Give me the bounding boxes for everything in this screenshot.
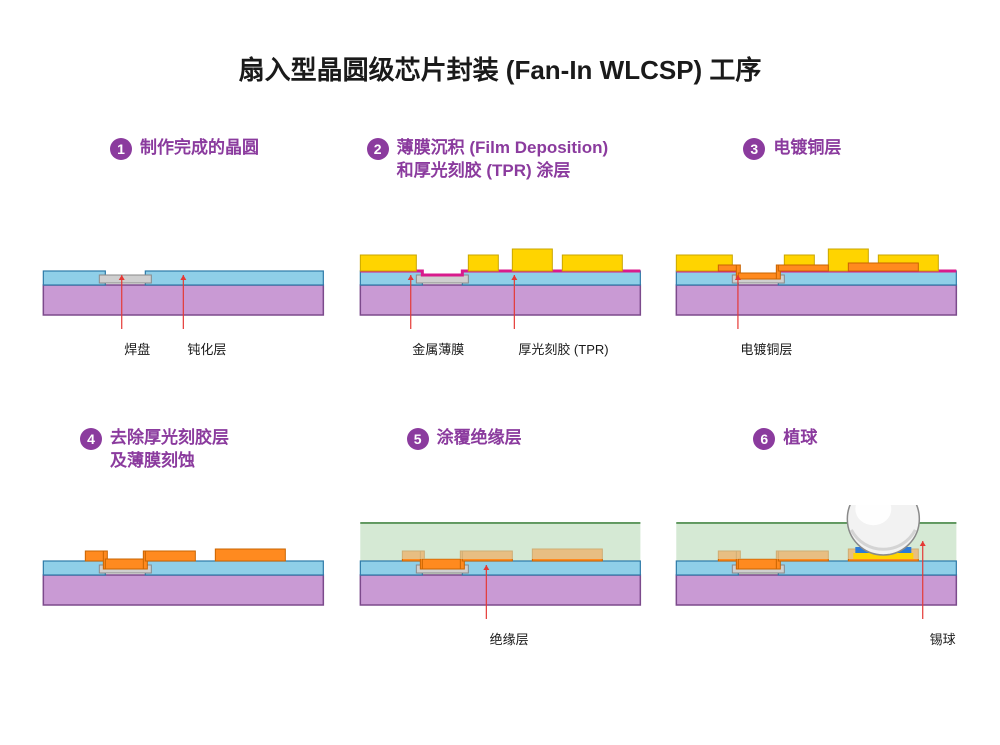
page: 扇入型晶圆级芯片封装 (Fan-In WLCSP) 工序 1 制作完成的晶圆焊盘 钝… bbox=[0, 0, 1000, 745]
step-header: 1 制作完成的晶圆 bbox=[40, 137, 327, 185]
step-diagram bbox=[357, 505, 644, 625]
step-title: 植球 bbox=[783, 427, 817, 450]
callout-row: 金属薄膜 厚光刻胶 (TPR) bbox=[357, 339, 644, 357]
step-diagram bbox=[673, 215, 960, 335]
step-cell: 5 涂覆绝缘层绝缘层 bbox=[357, 427, 644, 647]
step-header: 2 薄膜沉积 (Film Deposition) 和厚光刻胶 (TPR) 涂层 bbox=[357, 137, 644, 185]
step-number-badge: 3 bbox=[743, 138, 765, 160]
callout-row: 锡球 bbox=[673, 629, 960, 647]
callout-label: 钝化层 bbox=[187, 339, 226, 358]
callout-label: 电镀铜层 bbox=[740, 339, 792, 358]
step-diagram bbox=[40, 505, 327, 625]
step-title: 薄膜沉积 (Film Deposition) 和厚光刻胶 (TPR) 涂层 bbox=[397, 137, 609, 183]
page-title: 扇入型晶圆级芯片封装 (Fan-In WLCSP) 工序 bbox=[40, 50, 960, 87]
callout-row: 绝缘层 bbox=[357, 629, 644, 647]
step-number-badge: 1 bbox=[110, 138, 132, 160]
step-header: 5 涂覆绝缘层 bbox=[357, 427, 644, 475]
step-number-badge: 4 bbox=[80, 428, 102, 450]
step-diagram bbox=[357, 215, 644, 335]
callout-label: 焊盘 bbox=[124, 339, 150, 358]
step-header: 4 去除厚光刻胶层 及薄膜刻蚀 bbox=[40, 427, 327, 475]
step-number-badge: 6 bbox=[753, 428, 775, 450]
callout-label: 金属薄膜 bbox=[412, 339, 464, 358]
step-cell: 2 薄膜沉积 (Film Deposition) 和厚光刻胶 (TPR) 涂层金属… bbox=[357, 137, 644, 357]
step-cell: 3电镀铜层电镀铜层 bbox=[673, 137, 960, 357]
step-number-badge: 2 bbox=[367, 138, 389, 160]
step-grid: 1 制作完成的晶圆焊盘 钝化层 2 薄膜沉积 (Film Deposition) 和厚光… bbox=[40, 137, 960, 647]
step-header: 3 电镀铜层 bbox=[673, 137, 960, 185]
step-title: 制作完成的晶圆 bbox=[140, 137, 259, 160]
step-title: 电镀铜层 bbox=[773, 137, 841, 160]
step-number-badge: 5 bbox=[407, 428, 429, 450]
callout-label: 锡球 bbox=[930, 629, 956, 648]
callout-label: 绝缘层 bbox=[490, 629, 529, 648]
step-diagram bbox=[673, 505, 960, 625]
step-diagram bbox=[40, 215, 327, 335]
step-cell: 1 制作完成的晶圆焊盘 钝化层 bbox=[40, 137, 327, 357]
step-cell: 4 去除厚光刻胶层 及薄膜刻蚀 bbox=[40, 427, 327, 647]
step-header: 6 植球 bbox=[673, 427, 960, 475]
callout-label: 厚光刻胶 (TPR) bbox=[518, 339, 608, 358]
step-title: 去除厚光刻胶层 及薄膜刻蚀 bbox=[110, 427, 229, 473]
step-cell: 6 植球锡球 bbox=[673, 427, 960, 647]
callout-row: 焊盘 钝化层 bbox=[40, 339, 327, 357]
step-title: 涂覆绝缘层 bbox=[437, 427, 522, 450]
callout-row: 电镀铜层 bbox=[673, 339, 960, 357]
